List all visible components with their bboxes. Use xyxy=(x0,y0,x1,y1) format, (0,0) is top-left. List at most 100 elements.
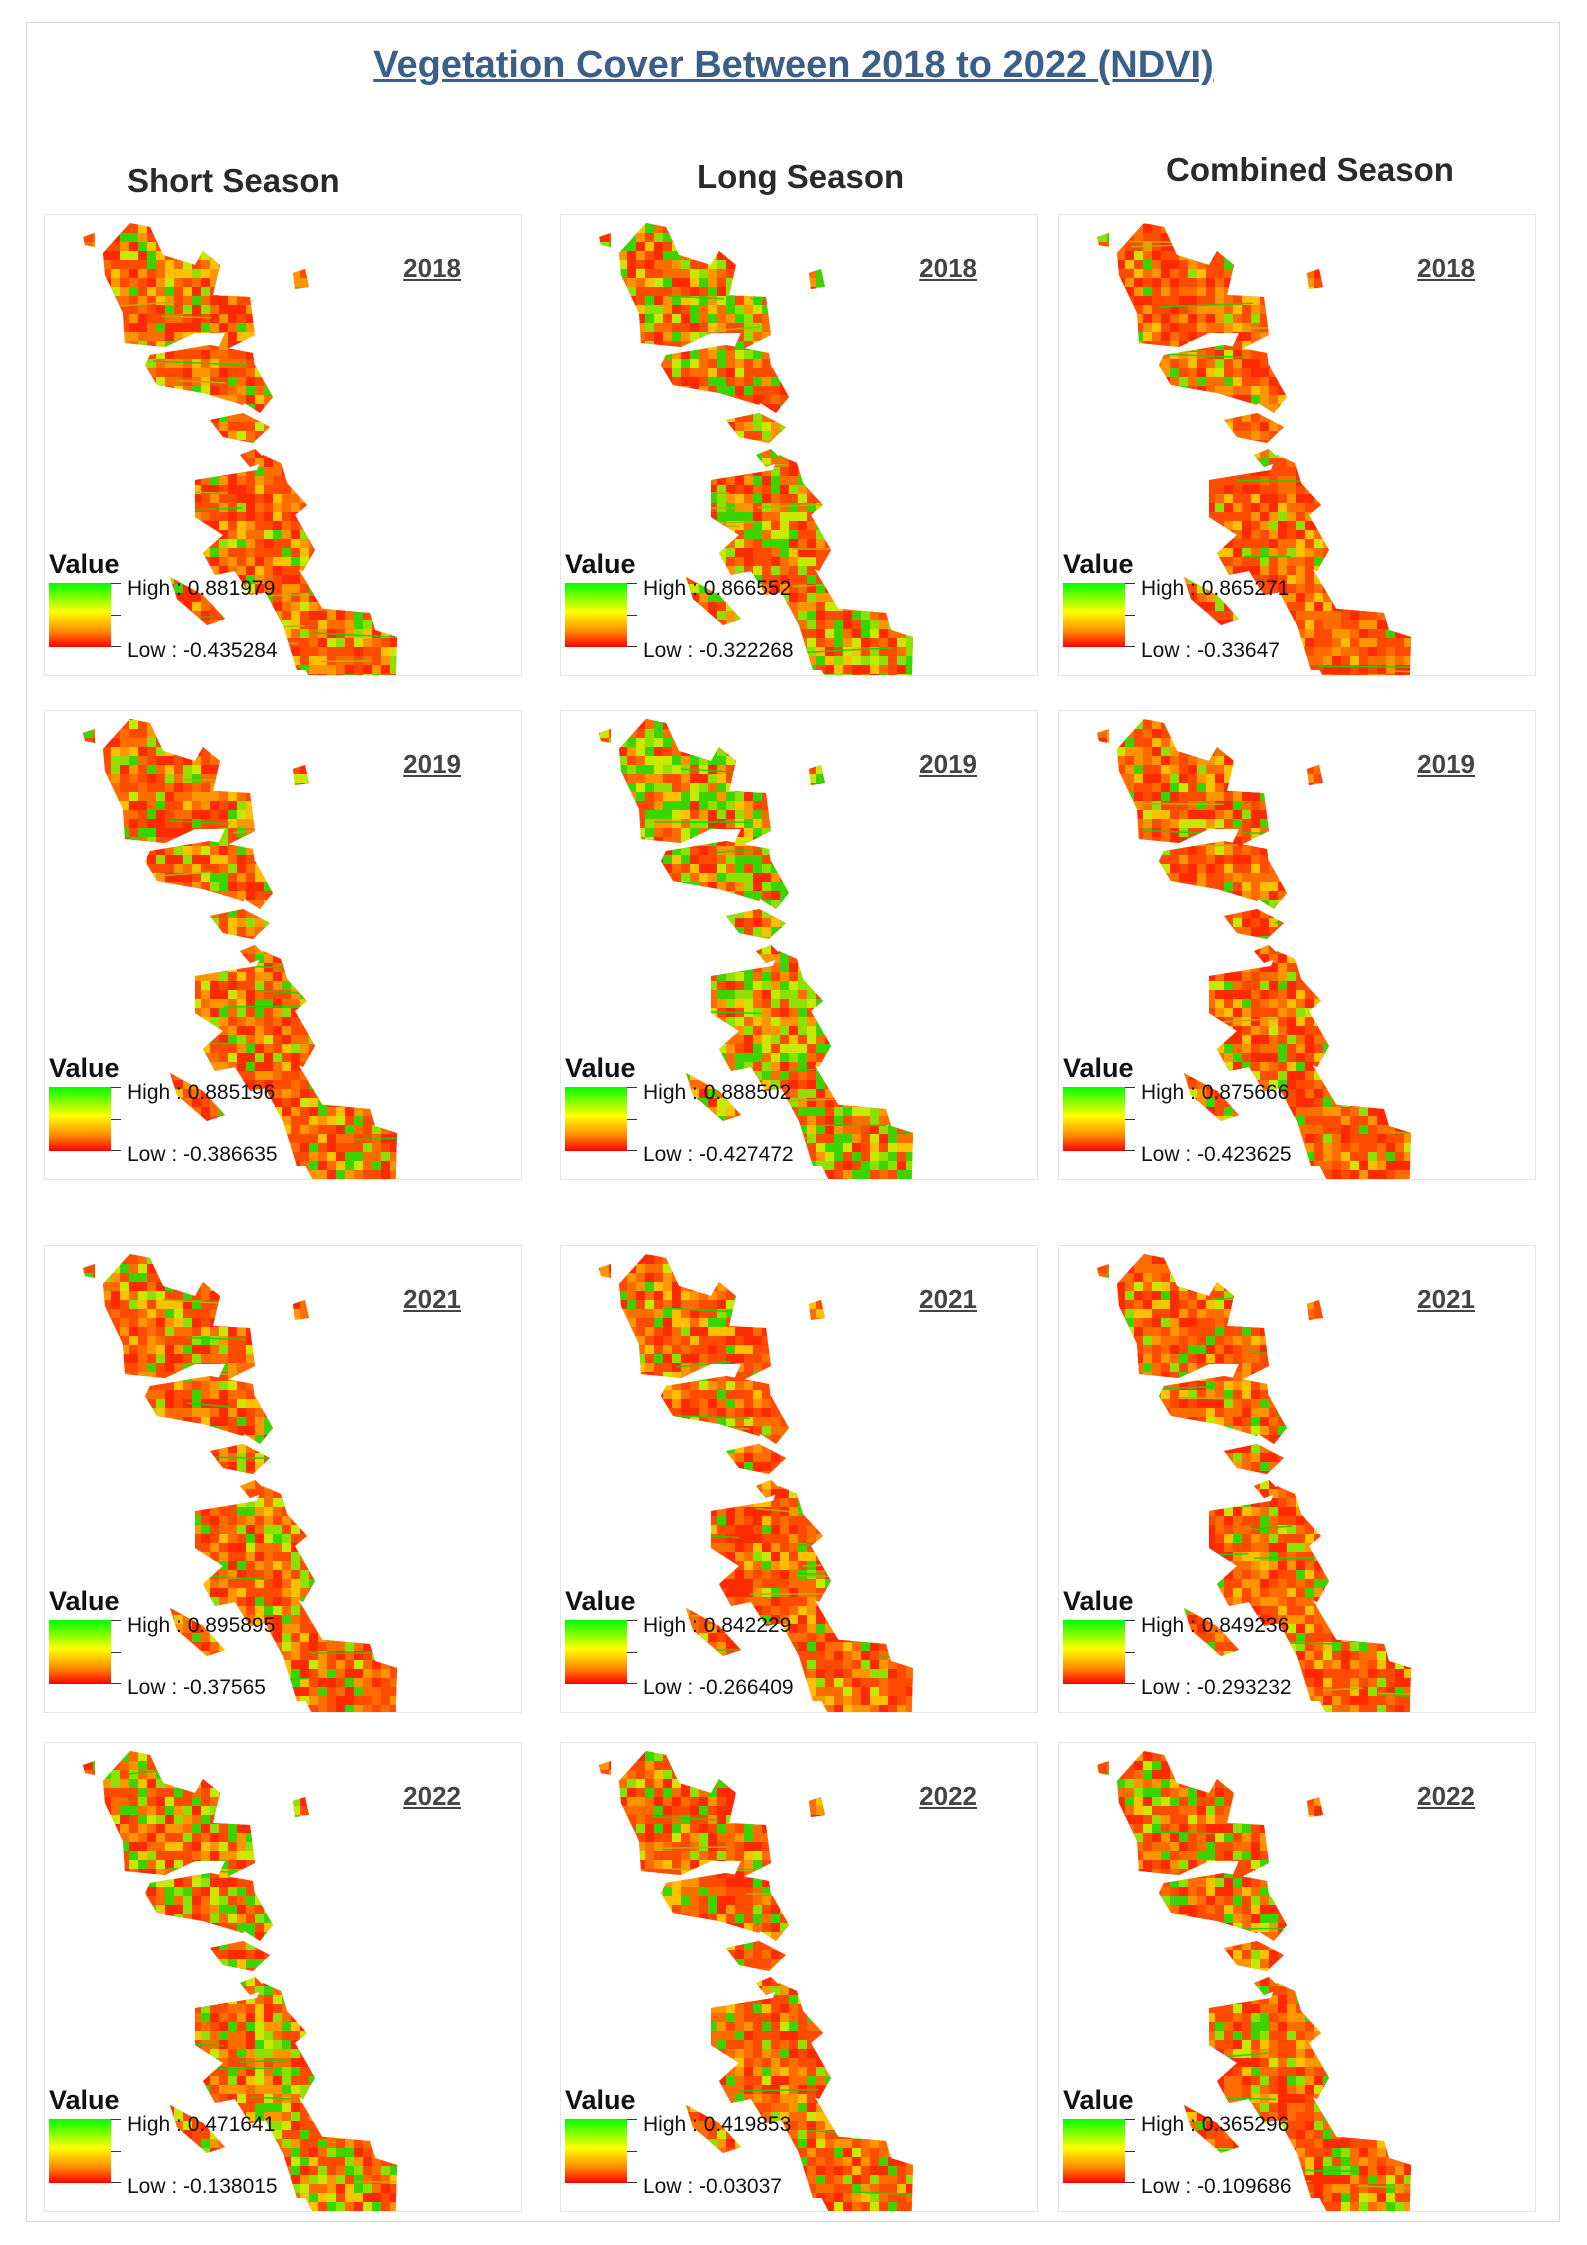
legend-high-value: High : 0.842229 xyxy=(643,1614,791,1638)
legend-title: Value xyxy=(565,1586,636,1617)
legend-tick-mid xyxy=(1125,2151,1135,2152)
legend-tick-low xyxy=(1125,1150,1135,1151)
legend-tick-high xyxy=(111,2119,121,2120)
ndvi-map xyxy=(83,719,397,1179)
legend-low-value: Low : -0.109686 xyxy=(1141,2175,1292,2199)
legend-tick-high xyxy=(1125,1087,1135,1088)
legend-title: Value xyxy=(49,1586,120,1617)
legend-title: Value xyxy=(49,1053,120,1084)
legend-tick-high xyxy=(111,583,121,584)
legend-tick-low xyxy=(627,2182,637,2183)
legend-tick-low xyxy=(111,2182,121,2183)
ndvi-map xyxy=(599,719,913,1179)
ndvi-map xyxy=(1097,1751,1411,2211)
legend-high-value: High : 0.895895 xyxy=(127,1614,275,1638)
map-panel-short-2022: 2022 Value High : 0.471641 Low : -0.138015 xyxy=(44,1742,522,2212)
year-label: 2022 xyxy=(403,1781,461,1812)
legend-tick-mid xyxy=(627,615,637,616)
ndvi-map xyxy=(1097,1254,1411,1712)
ndvi-map xyxy=(599,1751,913,2211)
legend-tick-high xyxy=(1125,2119,1135,2120)
legend-tick-high xyxy=(1125,583,1135,584)
legend-title: Value xyxy=(1063,1053,1134,1084)
legend-tick-mid xyxy=(111,615,121,616)
column-heading-short: Short Season xyxy=(127,162,340,200)
legend-tick-high xyxy=(111,1087,121,1088)
legend-tick-mid xyxy=(627,1119,637,1120)
legend-tick-high xyxy=(627,2119,637,2120)
legend-tick-mid xyxy=(1125,1119,1135,1120)
ndvi-map xyxy=(83,1751,397,2211)
legend-title: Value xyxy=(1063,1586,1134,1617)
legend-tick-mid xyxy=(111,1652,121,1653)
legend-tick-low xyxy=(627,1150,637,1151)
legend-tick-low xyxy=(627,646,637,647)
legend-title: Value xyxy=(1063,549,1134,580)
legend-low-value: Low : -0.37565 xyxy=(127,1676,266,1700)
map-legend: Value High : 0.849236 Low : -0.293232 xyxy=(1063,1586,1383,1704)
legend-color-ramp xyxy=(1063,583,1125,647)
legend-color-ramp xyxy=(565,2119,627,2183)
legend-color-ramp xyxy=(565,1087,627,1151)
map-panel-combined-2019: 2019 Value High : 0.875666 Low : -0.423625 xyxy=(1058,710,1536,1180)
ndvi-map xyxy=(1097,223,1411,675)
map-legend: Value High : 0.419853 Low : -0.03037 xyxy=(565,2085,885,2203)
legend-low-value: Low : -0.435284 xyxy=(127,639,278,663)
figure-frame xyxy=(26,22,1560,2222)
map-legend: Value High : 0.895895 Low : -0.37565 xyxy=(49,1586,369,1704)
map-panel-long-2019: 2019 Value High : 0.888502 Low : -0.427472 xyxy=(560,710,1038,1180)
legend-high-value: High : 0.365296 xyxy=(1141,2113,1289,2137)
map-legend: Value High : 0.885196 Low : -0.386635 xyxy=(49,1053,369,1171)
legend-tick-high xyxy=(1125,1620,1135,1621)
year-label: 2021 xyxy=(1417,1284,1475,1315)
legend-low-value: Low : -0.03037 xyxy=(643,2175,782,2199)
legend-high-value: High : 0.881979 xyxy=(127,577,275,601)
legend-color-ramp xyxy=(565,1620,627,1684)
year-label: 2018 xyxy=(919,253,977,284)
legend-tick-low xyxy=(1125,646,1135,647)
legend-tick-low xyxy=(1125,1683,1135,1684)
legend-low-value: Low : -0.33647 xyxy=(1141,639,1280,663)
legend-low-value: Low : -0.293232 xyxy=(1141,1676,1292,1700)
year-label: 2019 xyxy=(919,749,977,780)
map-panel-short-2018: 2018 Value High : 0.881979 Low : -0.435284 xyxy=(44,214,522,676)
map-panel-short-2021: 2021 Value High : 0.895895 Low : -0.37565 xyxy=(44,1245,522,1713)
map-legend: Value High : 0.875666 Low : -0.423625 xyxy=(1063,1053,1383,1171)
legend-low-value: Low : -0.427472 xyxy=(643,1143,794,1167)
legend-tick-high xyxy=(111,1620,121,1621)
legend-tick-low xyxy=(627,1683,637,1684)
legend-tick-mid xyxy=(1125,615,1135,616)
legend-tick-low xyxy=(1125,2182,1135,2183)
legend-high-value: High : 0.471641 xyxy=(127,2113,275,2137)
column-heading-combined: Combined Season xyxy=(1166,151,1454,189)
legend-tick-high xyxy=(627,583,637,584)
year-label: 2022 xyxy=(1417,1781,1475,1812)
legend-color-ramp xyxy=(565,583,627,647)
legend-tick-high xyxy=(627,1620,637,1621)
map-legend: Value High : 0.842229 Low : -0.266409 xyxy=(565,1586,885,1704)
year-label: 2018 xyxy=(403,253,461,284)
map-panel-long-2021: 2021 Value High : 0.842229 Low : -0.266409 xyxy=(560,1245,1038,1713)
legend-color-ramp xyxy=(49,1620,111,1684)
map-legend: Value High : 0.888502 Low : -0.427472 xyxy=(565,1053,885,1171)
legend-high-value: High : 0.865271 xyxy=(1141,577,1289,601)
year-label: 2018 xyxy=(1417,253,1475,284)
map-panel-long-2022: 2022 Value High : 0.419853 Low : -0.03037 xyxy=(560,1742,1038,2212)
legend-color-ramp xyxy=(1063,1087,1125,1151)
year-label: 2019 xyxy=(403,749,461,780)
legend-tick-mid xyxy=(627,2151,637,2152)
legend-tick-high xyxy=(627,1087,637,1088)
year-label: 2019 xyxy=(1417,749,1475,780)
year-label: 2022 xyxy=(919,1781,977,1812)
legend-low-value: Low : -0.266409 xyxy=(643,1676,794,1700)
legend-color-ramp xyxy=(49,583,111,647)
ndvi-map xyxy=(83,1254,397,1712)
legend-title: Value xyxy=(565,1053,636,1084)
map-legend: Value High : 0.865271 Low : -0.33647 xyxy=(1063,549,1383,667)
year-label: 2021 xyxy=(403,1284,461,1315)
legend-high-value: High : 0.885196 xyxy=(127,1081,275,1105)
legend-high-value: High : 0.875666 xyxy=(1141,1081,1289,1105)
map-legend: Value High : 0.365296 Low : -0.109686 xyxy=(1063,2085,1383,2203)
legend-low-value: Low : -0.322268 xyxy=(643,639,794,663)
legend-title: Value xyxy=(1063,2085,1134,2116)
